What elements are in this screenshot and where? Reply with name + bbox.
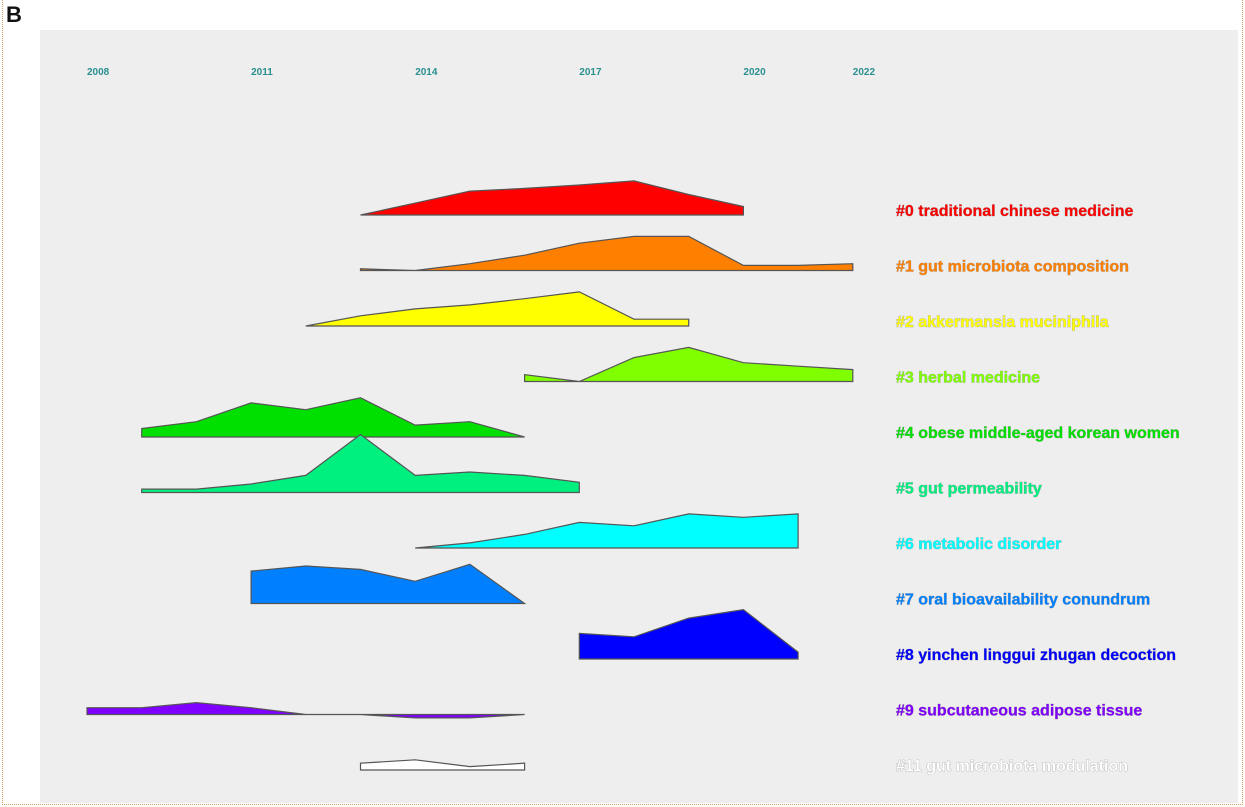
year-tick-label: 2011 <box>251 67 273 78</box>
year-tick-label: 2008 <box>87 67 110 78</box>
cluster-row: #6 metabolic disorder <box>415 513 1062 553</box>
cluster-label: #0 traditional chinese medicine <box>896 203 1134 220</box>
cluster-row: #7 oral bioavailability conundrum <box>250 563 1151 609</box>
cluster-area <box>578 608 799 660</box>
cluster-label: #5 gut permeability <box>896 481 1042 498</box>
cluster-row: #0 traditional chinese medicine <box>360 180 1134 220</box>
cluster-label: #6 metabolic disorder <box>896 536 1061 553</box>
cluster-row: #5 gut permeability <box>141 433 1042 498</box>
cluster-label: #8 yinchen linggui zhugan decoction <box>896 647 1176 664</box>
cluster-label: #11 gut microbiota modulation <box>896 758 1128 775</box>
cluster-area <box>250 563 527 605</box>
cluster-label: #3 herbal medicine <box>896 370 1040 387</box>
year-axis: 2008 2011 2014 2017 2020 2022 <box>87 67 875 78</box>
cluster-label: #1 gut microbiota composition <box>896 259 1129 276</box>
cluster-label: #9 subcutaneous adipose tissue <box>896 703 1142 720</box>
cluster-area <box>359 759 526 771</box>
cluster-row: #4 obese middle-aged korean women <box>141 397 1180 442</box>
cluster-area <box>415 513 799 549</box>
cluster-row: #9 subcutaneous adipose tissue <box>86 701 1143 720</box>
year-tick-label: 2017 <box>579 67 602 78</box>
cluster-area <box>141 433 580 494</box>
cluster-row: #1 gut microbiota composition <box>359 235 1129 276</box>
cluster-area <box>141 397 525 438</box>
panel-label: B <box>6 2 22 27</box>
cluster-row: #8 yinchen linggui zhugan decoction <box>578 608 1176 664</box>
cluster-row: #11 gut microbiota modulation <box>359 758 1128 775</box>
cluster-area <box>86 701 525 719</box>
year-tick-label: 2022 <box>853 67 876 78</box>
cluster-area <box>360 180 744 216</box>
cluster-row: #3 herbal medicine <box>524 346 1040 387</box>
year-tick-label: 2014 <box>415 67 438 78</box>
cluster-label: #4 obese middle-aged korean women <box>896 425 1180 442</box>
cluster-label: #7 oral bioavailability conundrum <box>896 592 1150 609</box>
cluster-area <box>359 235 854 272</box>
cluster-label: #2 akkermansia muciniphila <box>896 314 1109 331</box>
year-tick-label: 2020 <box>743 67 766 78</box>
cluster-area <box>305 291 690 327</box>
cluster-row: #2 akkermansia muciniphila <box>305 291 1109 331</box>
cluster-area <box>524 346 854 383</box>
